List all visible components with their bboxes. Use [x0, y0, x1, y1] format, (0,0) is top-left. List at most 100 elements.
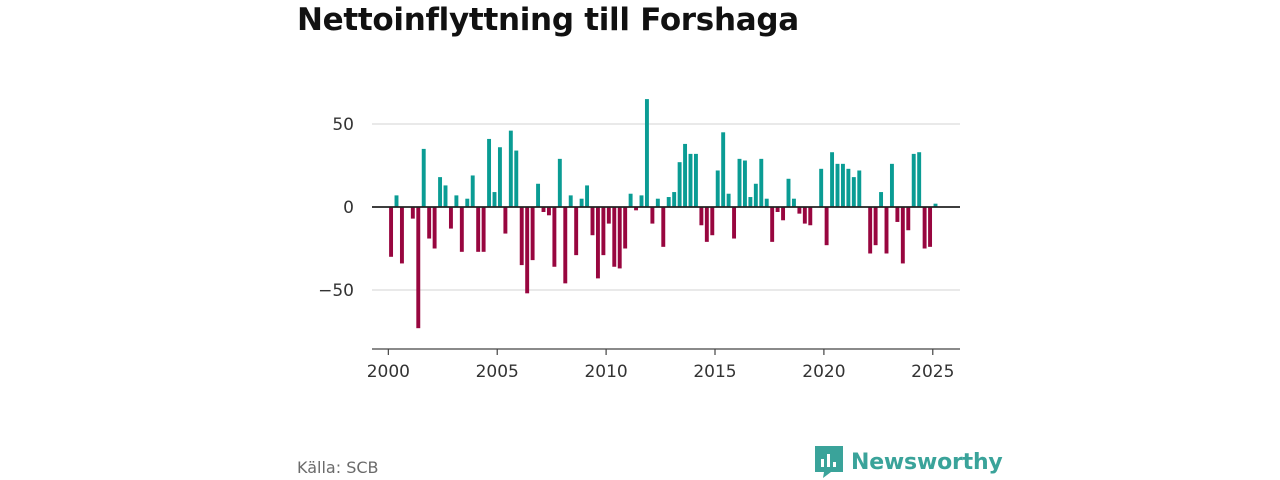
bar — [928, 207, 933, 247]
bar — [438, 177, 443, 207]
bar — [835, 163, 840, 207]
x-axis: 2000 2005 2010 2015 2020 2025 — [367, 348, 960, 382]
bar — [454, 195, 459, 207]
bar — [432, 207, 437, 249]
bar — [737, 158, 742, 207]
bar — [808, 207, 813, 226]
bar — [492, 192, 497, 207]
bar — [797, 207, 802, 214]
bar — [911, 153, 916, 207]
bar — [394, 195, 399, 207]
bar — [650, 207, 655, 224]
bar — [546, 207, 551, 216]
bar — [753, 183, 758, 207]
bar — [497, 147, 502, 207]
bar — [922, 207, 927, 249]
x-tick-label: 2000 — [367, 362, 410, 382]
x-tick-label: 2025 — [911, 362, 954, 382]
bar — [399, 207, 404, 264]
y-tick-label: 0 — [343, 198, 354, 218]
bar — [410, 207, 415, 219]
bar — [857, 170, 862, 207]
bar — [541, 207, 546, 212]
bar — [933, 203, 938, 207]
bar — [459, 207, 464, 252]
bar — [900, 207, 905, 264]
bar — [879, 192, 884, 207]
bar — [873, 207, 878, 246]
bar — [519, 207, 524, 266]
bar — [481, 207, 486, 252]
bar — [595, 207, 600, 279]
x-tick-label: 2020 — [802, 362, 845, 382]
bar — [427, 207, 432, 239]
bar — [503, 207, 508, 234]
bar — [672, 192, 677, 207]
bar — [606, 207, 611, 224]
bar — [802, 207, 807, 224]
bar — [628, 193, 633, 207]
bar — [721, 132, 726, 207]
bar — [644, 99, 649, 207]
bar — [704, 207, 709, 242]
bar — [884, 207, 889, 254]
bar — [579, 198, 584, 207]
x-tick-label: 2015 — [693, 362, 736, 382]
x-tick-label: 2005 — [476, 362, 519, 382]
bar — [536, 183, 541, 207]
bar — [759, 158, 764, 207]
bar — [568, 195, 573, 207]
bar — [443, 185, 448, 207]
bar — [508, 130, 513, 207]
bar — [476, 207, 481, 252]
bar — [617, 207, 622, 269]
bar — [661, 207, 666, 247]
bars — [389, 99, 938, 329]
bar — [448, 207, 453, 229]
bar — [693, 153, 698, 207]
bar — [775, 207, 780, 212]
bar — [563, 207, 568, 284]
bar — [688, 153, 693, 207]
newsworthy-logo-icon — [815, 446, 843, 478]
bar — [846, 168, 851, 207]
bar — [895, 207, 900, 222]
bar — [530, 207, 535, 261]
bar — [726, 193, 731, 207]
bar — [666, 197, 671, 207]
y-axis-labels: 50 0 −50 — [318, 115, 354, 301]
bar — [786, 178, 791, 207]
bar — [421, 148, 426, 207]
bar — [764, 198, 769, 207]
bar — [557, 158, 562, 207]
bar — [699, 207, 704, 226]
bar — [819, 168, 824, 207]
bar — [623, 207, 628, 249]
bar — [552, 207, 557, 267]
bar — [889, 163, 894, 207]
bar — [416, 207, 421, 329]
gridlines — [372, 123, 960, 291]
bar — [710, 207, 715, 236]
bar — [514, 150, 519, 207]
bar — [525, 207, 530, 294]
bar — [906, 207, 911, 231]
bar — [715, 170, 720, 207]
bar — [465, 198, 470, 207]
bar — [840, 163, 845, 207]
bar — [851, 177, 856, 207]
chart-title: Nettoinflyttning till Forshaga — [297, 2, 799, 38]
bar — [470, 175, 475, 207]
bar — [487, 138, 492, 207]
bar — [574, 207, 579, 256]
bar — [781, 207, 786, 221]
bar — [748, 197, 753, 207]
bar — [585, 185, 590, 207]
bar — [868, 207, 873, 254]
bar — [634, 207, 639, 211]
bar — [612, 207, 617, 267]
bar — [655, 198, 660, 207]
bar — [824, 207, 829, 246]
newsworthy-brand: Newsworthy — [815, 446, 1003, 478]
